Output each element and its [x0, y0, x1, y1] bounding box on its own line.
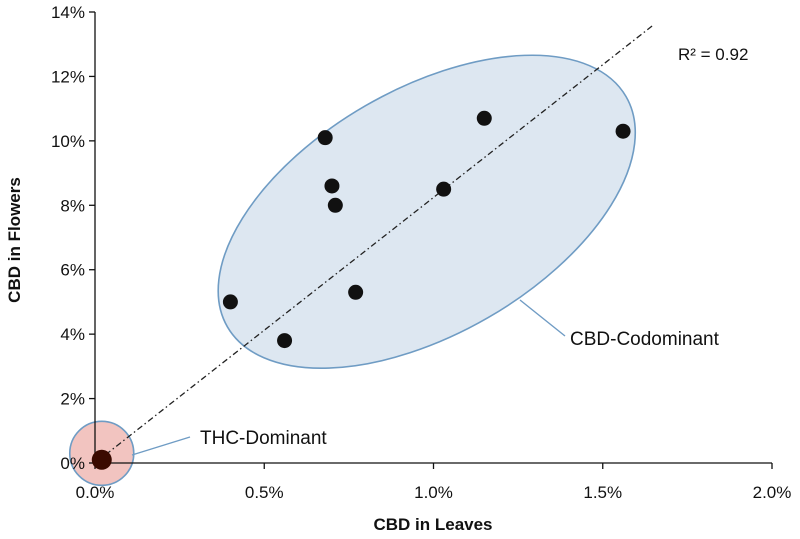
regions-layer	[68, 54, 637, 487]
trendline-layer	[94, 24, 654, 464]
x-tick-label: 1.5%	[583, 483, 622, 502]
y-tick-label: 14%	[51, 3, 85, 22]
data-point	[324, 178, 340, 194]
data-point	[317, 130, 333, 146]
region-label: THC-Dominant	[200, 428, 327, 449]
data-point-thc-dominant	[91, 449, 112, 470]
axes-layer: 0% 2% 4% 6% 8% 10% 12% 14% 0.0% 0.5% 1.0% 1.5% 2.0%	[51, 3, 791, 502]
trendline	[94, 24, 654, 464]
points-layer	[91, 110, 631, 470]
x-tick-label: 1.0%	[414, 483, 453, 502]
data-point	[327, 197, 343, 213]
data-point	[348, 284, 364, 300]
y-tick-label: 4%	[60, 325, 85, 344]
y-tick-label: 2%	[60, 390, 85, 409]
data-point	[476, 110, 492, 126]
x-tick-label: 0.5%	[245, 483, 284, 502]
labels-layer: R² = 0.92 CBD in Leaves CBD in Flowers C…	[5, 45, 748, 534]
region-callout-line	[519, 299, 566, 337]
x-tick-label: 2.0%	[753, 483, 792, 502]
region-callout-line	[131, 436, 191, 456]
y-tick-label: 6%	[60, 261, 85, 280]
x-axis-title: CBD in Leaves	[373, 515, 492, 534]
y-tick-label: 10%	[51, 132, 85, 151]
data-point	[615, 123, 631, 139]
y-axis-title: CBD in Flowers	[5, 177, 24, 303]
y-tick-label: 0%	[60, 454, 85, 473]
data-point	[222, 294, 238, 310]
x-tick-label: 0.0%	[76, 483, 115, 502]
r-squared-label: R² = 0.92	[678, 45, 748, 64]
data-point	[277, 333, 293, 349]
region-ellipse-cbd-codominant	[217, 54, 637, 370]
region-label: CBD-Codominant	[570, 329, 720, 350]
y-tick-label: 8%	[60, 196, 85, 215]
data-point	[436, 181, 452, 197]
y-tick-label: 12%	[51, 67, 85, 86]
